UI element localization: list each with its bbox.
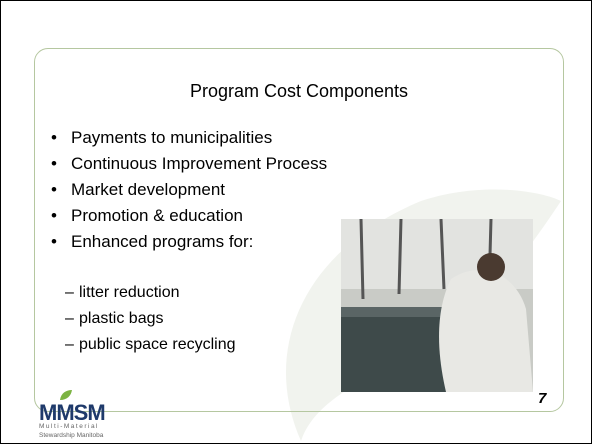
logo-tagline: Multi-Material: [39, 423, 100, 430]
bullet-item: Enhanced programs for:: [51, 232, 253, 252]
photo: [341, 219, 533, 392]
bullet-item: Market development: [51, 180, 225, 200]
bullet-item: Payments to municipalities: [51, 128, 272, 148]
page-number: 7: [538, 390, 547, 407]
logo-name: MMSM: [39, 400, 106, 425]
slide-title: Program Cost Components: [189, 81, 409, 101]
sub-bullet-item: plastic bags: [65, 310, 163, 328]
logo-tagline: Stewardship Manitoba: [39, 432, 104, 439]
bullet-item: Promotion & education: [51, 206, 243, 226]
content-frame: [34, 48, 564, 412]
logo-leaf: [60, 390, 72, 400]
sub-bullet-item: litter reduction: [65, 284, 179, 302]
sub-bullet-item: public space recycling: [65, 336, 235, 354]
bullet-item: Continuous Improvement Process: [51, 154, 327, 174]
